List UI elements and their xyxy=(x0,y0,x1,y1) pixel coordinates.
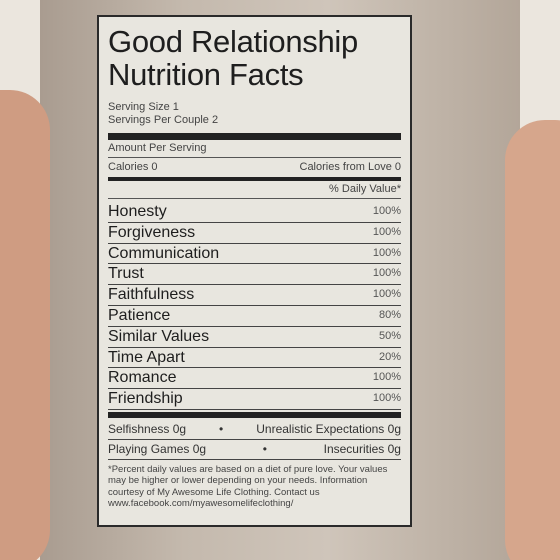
nutrient-name: Forgiveness xyxy=(108,223,196,241)
extra-item: Unrealistic Expectations 0g xyxy=(256,421,401,436)
nutrient-row: Time Apart 20% xyxy=(108,348,401,369)
calories: Calories 0 xyxy=(108,161,158,173)
extras-row: Playing Games 0g • Insecurities 0g xyxy=(108,440,401,460)
bullet: • xyxy=(262,441,267,456)
nutrient-value: 100% xyxy=(372,288,401,301)
nutrient-value: 100% xyxy=(372,225,401,238)
amount-per-serving: Amount Per Serving xyxy=(108,142,207,154)
divider xyxy=(108,411,401,418)
nutrient-row: Faithfulness 100% xyxy=(108,285,401,306)
nutrient-row: Similar Values 50% xyxy=(108,327,401,348)
nutrient-name: Faithfulness xyxy=(108,286,195,304)
divider xyxy=(108,133,401,140)
footnote: *Percent daily values are based on a die… xyxy=(108,463,388,510)
nutrient-list: Honesty 100% Forgiveness 100% Communication 1… xyxy=(108,202,401,410)
left-arm xyxy=(0,90,50,560)
serving-size: Serving Size 1 xyxy=(108,101,179,113)
extra-item: Insecurities 0g xyxy=(323,441,401,456)
nutrient-name: Trust xyxy=(108,265,144,283)
servings-per-couple: Servings Per Couple 2 xyxy=(108,114,219,126)
nutrient-row: Romance 100% xyxy=(108,368,401,390)
calories-from-love: Calories from Love 0 xyxy=(299,161,402,173)
nutrient-row: Forgiveness 100% xyxy=(108,223,401,244)
nutrient-value: 100% xyxy=(372,267,401,280)
nutrient-value: 20% xyxy=(378,350,401,363)
daily-value-row: % Daily Value* xyxy=(108,181,401,199)
nutrient-row: Patience 80% xyxy=(108,306,401,327)
nutrient-name: Patience xyxy=(108,306,171,324)
amount-row: Amount Per Serving xyxy=(108,140,401,158)
nutrient-name: Communication xyxy=(108,244,220,262)
nutrient-row: Friendship 100% xyxy=(108,389,401,410)
nutrient-value: 100% xyxy=(372,205,401,217)
nutrient-value: 100% xyxy=(372,371,401,384)
nutrient-value: 100% xyxy=(372,392,401,405)
nutrient-name: Time Apart xyxy=(108,348,185,366)
bullet: • xyxy=(219,421,224,436)
daily-value-header: % Daily Value* xyxy=(329,183,401,195)
nutrient-name: Romance xyxy=(108,369,177,387)
extra-item: Selfishness 0g xyxy=(108,421,187,436)
nutrient-row: Communication 100% xyxy=(108,244,401,265)
title: Good Relationship xyxy=(108,24,358,59)
divider xyxy=(108,177,401,181)
right-arm xyxy=(505,120,560,560)
calories-row: Calories 0 Calories from Love 0 xyxy=(108,158,401,177)
nutrient-name: Friendship xyxy=(108,390,183,408)
extras-list: Selfishness 0g • Unrealistic Expectations … xyxy=(108,420,401,460)
extras-row: Selfishness 0g • Unrealistic Expectations … xyxy=(108,420,401,440)
nutrient-value: 80% xyxy=(378,308,401,321)
title: Nutrition Facts xyxy=(108,57,304,92)
extra-item: Playing Games 0g xyxy=(108,441,207,456)
nutrient-value: 50% xyxy=(378,329,401,342)
nutrition-label: Good Relationship Nutrition Facts Servin… xyxy=(97,15,412,527)
nutrient-value: 100% xyxy=(372,246,401,259)
nutrient-row: Honesty 100% xyxy=(108,202,401,223)
nutrient-row: Trust 100% xyxy=(108,264,401,286)
nutrient-name: Similar Values xyxy=(108,327,210,345)
nutrient-name: Honesty xyxy=(108,203,167,220)
